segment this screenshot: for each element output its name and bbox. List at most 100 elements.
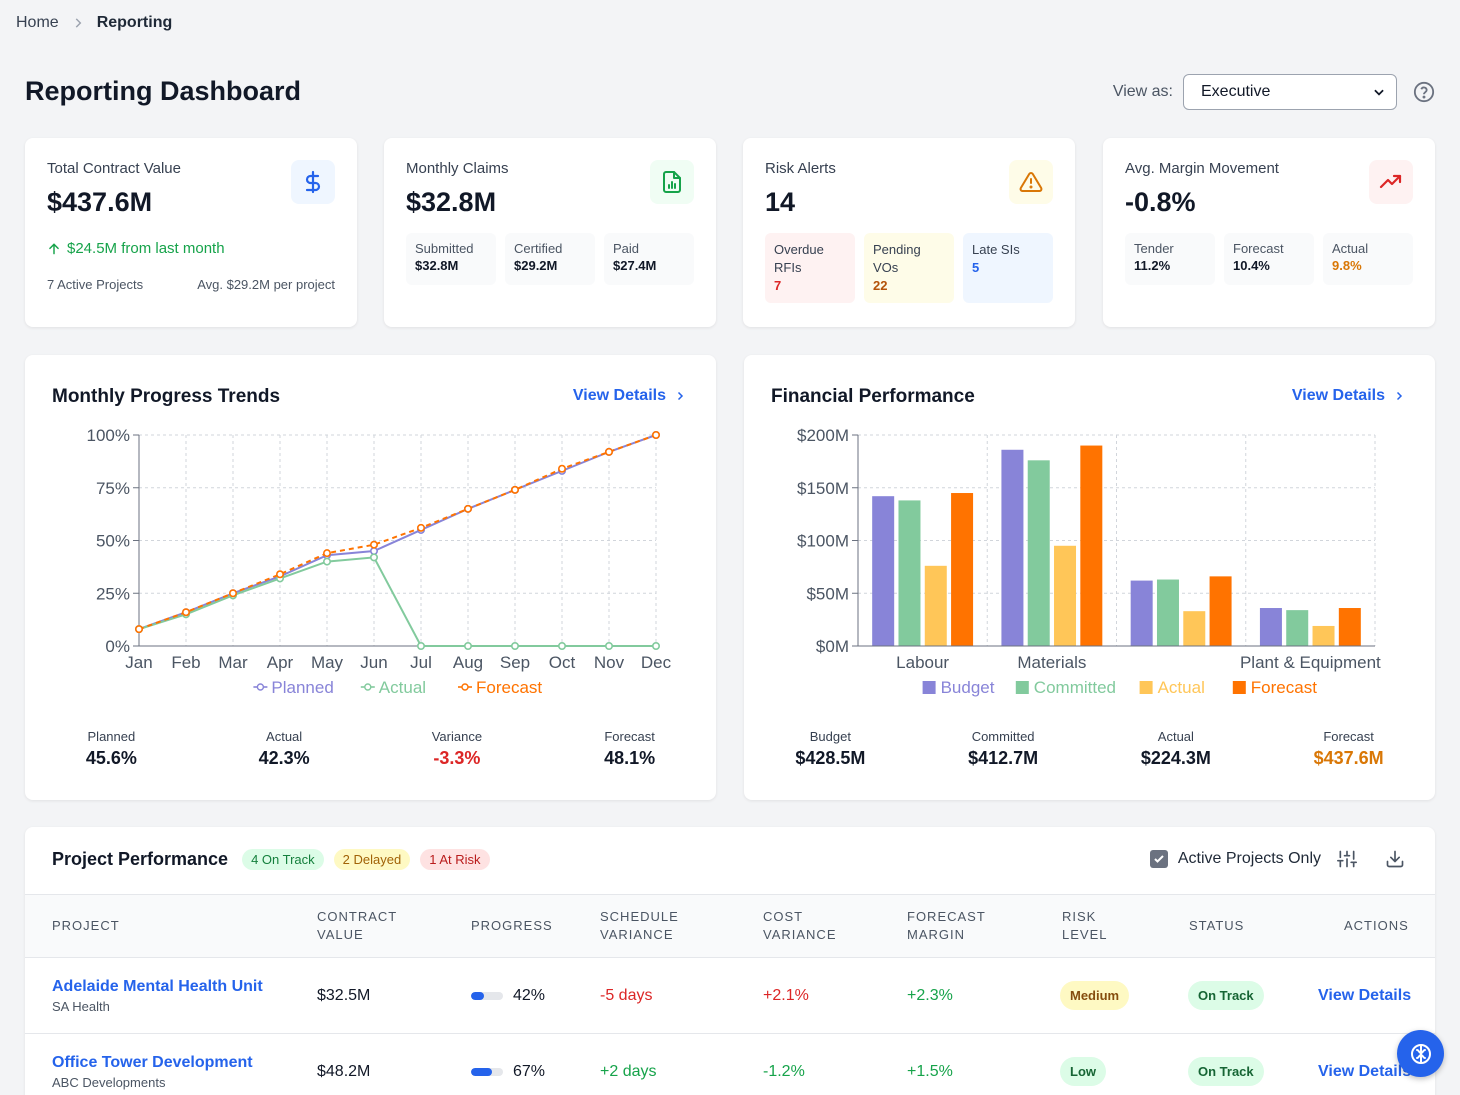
avg-per-project: Avg. $29.2M per project	[197, 277, 335, 292]
schedule-variance: +2 days	[600, 1062, 657, 1080]
margin-tender: Tender 11.2%	[1125, 233, 1215, 285]
bar-committed	[1286, 610, 1309, 646]
help-icon[interactable]	[1413, 81, 1435, 103]
data-point-forecast	[276, 570, 285, 579]
progress-bar	[471, 991, 503, 1000]
cost-variance: -1.2%	[763, 1062, 805, 1080]
bar-budget	[1130, 580, 1153, 646]
status-badge: On Track	[1188, 1057, 1264, 1086]
trend-text: $24.5M from last month	[67, 240, 225, 257]
legend-marker	[364, 683, 372, 691]
y-tick-label: 25%	[96, 584, 130, 603]
progress-label: 67%	[513, 1062, 546, 1080]
bar-forecast	[1080, 445, 1103, 646]
claims-certified: Certified $29.2M	[505, 233, 595, 285]
download-icon[interactable]	[1385, 849, 1405, 869]
col-contract-value[interactable]: Contract Value	[317, 909, 397, 942]
kpi-label: Total Contract Value	[47, 160, 181, 177]
breadcrumb-home[interactable]: Home	[16, 14, 59, 31]
bar-committed	[1027, 460, 1050, 646]
data-point-actual	[651, 641, 660, 650]
y-tick-label: 75%	[96, 479, 130, 498]
active-projects-checkbox[interactable]	[1149, 850, 1168, 868]
view-details-link[interactable]: View Details	[1292, 387, 1405, 405]
view-details-link[interactable]: View Details	[573, 387, 686, 405]
trend-up-icon	[1369, 160, 1413, 204]
progress-cell: 42%	[471, 958, 545, 1033]
table-header: Project Contract Value Progress Schedule…	[25, 894, 1435, 958]
project-name-link[interactable]: Adelaide Mental Health Unit	[52, 977, 263, 995]
project-client: ABC Developments	[52, 1074, 166, 1090]
x-tick-label: Jan	[125, 653, 152, 672]
col-risk-level[interactable]: Risk Level	[1062, 909, 1108, 942]
col-status[interactable]: Status	[1189, 918, 1245, 933]
risk-late-sis[interactable]: Late SIs 5	[963, 233, 1053, 303]
stat-forecast: Forecast $437.6M	[1313, 729, 1384, 768]
active-projects-label[interactable]: Active Projects Only	[1177, 850, 1321, 867]
data-point-planned	[369, 547, 378, 556]
data-point-actual	[369, 553, 378, 562]
col-cost-variance[interactable]: Cost Variance	[763, 909, 837, 942]
bar-forecast	[1209, 576, 1232, 646]
brain-icon	[1410, 1043, 1431, 1064]
legend-marker	[1139, 681, 1153, 694]
sliders-icon[interactable]	[1337, 849, 1357, 869]
assistant-fab-button[interactable]	[1397, 1030, 1444, 1077]
y-tick-label: 50%	[96, 532, 130, 551]
x-tick-label: Materials	[1017, 653, 1086, 672]
bar-committed	[898, 500, 921, 646]
data-point-actual	[604, 641, 613, 650]
progress-cell: 67%	[471, 1034, 545, 1095]
col-schedule-variance[interactable]: Schedule Variance	[600, 909, 679, 942]
legend-marker	[922, 681, 936, 694]
data-point-actual	[322, 557, 331, 566]
stat-variance: Variance -3.3%	[431, 729, 483, 768]
col-progress[interactable]: Progress	[471, 918, 553, 933]
project-name-link[interactable]: Office Tower Development	[52, 1053, 253, 1071]
panel-title: Financial Performance	[771, 386, 975, 407]
table-row: Office Tower Development ABC Development…	[25, 1034, 1435, 1095]
view-details-link[interactable]: View Details	[1318, 986, 1412, 1004]
risk-overdue-rfis[interactable]: Overdue RFIs 7	[765, 233, 855, 303]
data-point-forecast	[135, 625, 144, 634]
risk-badge: Low	[1060, 1057, 1106, 1086]
data-point-actual	[463, 641, 472, 650]
data-point-actual	[416, 641, 425, 650]
risk-badge: Medium	[1060, 981, 1130, 1010]
x-tick-label: Nov	[594, 653, 625, 672]
panel-title: Monthly Progress Trends	[52, 386, 281, 407]
financial-performance-panel: $0M $50M $100M $150M $200M Labour Materials Pla…	[744, 355, 1435, 800]
kpi-label: Monthly Claims	[406, 160, 509, 177]
legend-marker	[256, 683, 265, 691]
progress-trends-panel: 0% 25% 50% 75% 100% Jan Feb Mar Apr May Jun Jul Aug S…	[25, 355, 716, 800]
kpi-label: Risk Alerts	[765, 160, 836, 177]
data-point-forecast	[604, 447, 613, 456]
warning-icon	[1009, 160, 1053, 204]
breadcrumb: Home Reporting	[16, 14, 172, 32]
legend-marker	[1015, 681, 1029, 694]
bar-committed	[1156, 579, 1179, 646]
y-tick-label: $200M	[797, 426, 849, 445]
risk-pending-vos[interactable]: Pending VOs 22	[864, 233, 954, 303]
x-tick-label: Sep	[500, 653, 530, 672]
stat-committed: Committed $412.7M	[968, 729, 1039, 768]
y-tick-label: 100%	[87, 426, 130, 445]
y-tick-label: $0M	[816, 637, 849, 656]
x-tick-label: Labour	[896, 653, 949, 672]
cost-variance: +2.1%	[763, 986, 809, 1004]
view-details-link[interactable]: View Details	[1318, 1062, 1412, 1080]
col-forecast-margin[interactable]: Forecast Margin	[907, 909, 986, 942]
view-as-select[interactable]: Executive	[1183, 74, 1397, 110]
stat-budget: Budget $428.5M	[795, 729, 866, 768]
col-project[interactable]: Project	[52, 918, 120, 933]
stat-actual: Actual 42.3%	[258, 729, 310, 768]
table-title: Project Performance	[52, 849, 229, 869]
data-point-forecast	[463, 504, 472, 513]
financial-bar-chart: $0M $50M $100M $150M $200M Labour Materials Pla…	[797, 426, 1381, 697]
chevron-down-icon	[1374, 89, 1384, 96]
progress-label: 42%	[513, 986, 546, 1004]
series-line-forecast	[138, 434, 657, 631]
bar-budget	[1001, 449, 1024, 646]
kpi-card-margin-movement: Avg. Margin Movement -0.8% Tender 11.2% F…	[1103, 138, 1435, 327]
bar-actual	[1312, 625, 1335, 646]
